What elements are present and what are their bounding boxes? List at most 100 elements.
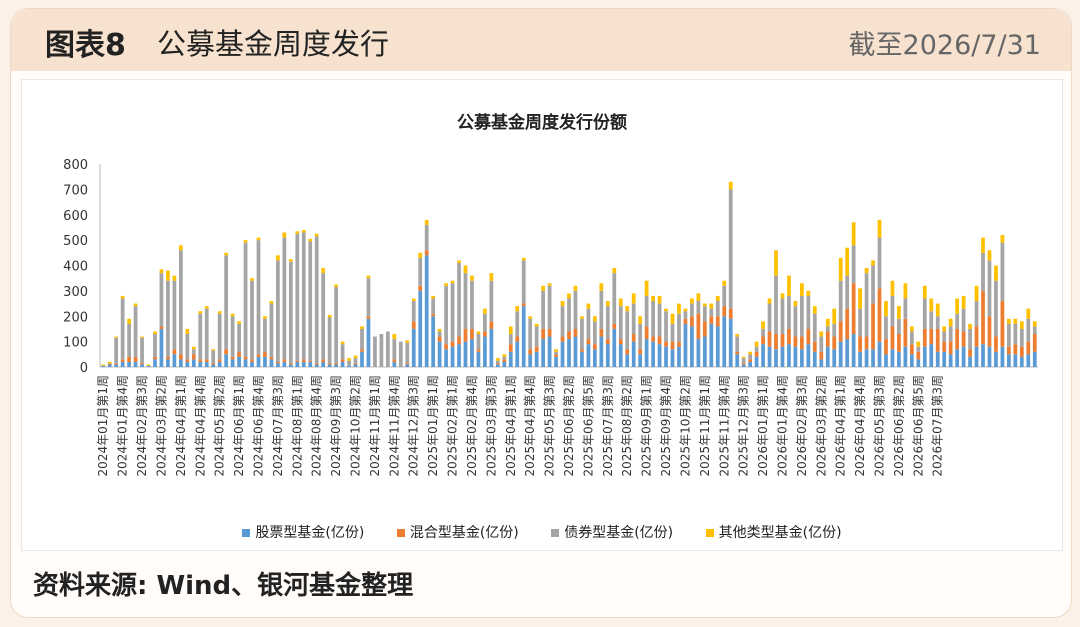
bar-segment: [955, 328, 960, 350]
x-tick-label: 2026年06月第5周: [911, 375, 925, 476]
x-tick-label: 2026年02月第3周: [795, 375, 809, 476]
bar-segment: [528, 349, 533, 355]
bar-segment: [198, 311, 203, 314]
bar-segment: [696, 293, 701, 302]
bar-segment: [515, 311, 520, 337]
x-tick-label: 2024年06月第1周: [232, 375, 246, 476]
bar-segment: [411, 321, 416, 329]
bar-segment: [774, 275, 778, 335]
bar-segment: [366, 278, 371, 317]
bar-segment: [250, 359, 254, 362]
bar-segment: [774, 349, 778, 367]
bar-segment: [890, 295, 895, 327]
legend-item-stock: 股票型基金(亿份): [242, 522, 364, 542]
bar-segment: [418, 257, 423, 286]
bar-segment: [495, 363, 500, 365]
bar-segment: [961, 346, 966, 367]
bar-segment: [651, 341, 655, 368]
bar-segment: [922, 285, 927, 299]
bar-segment: [360, 328, 364, 350]
bar-segment: [276, 361, 280, 364]
bar-segment: [424, 255, 429, 367]
x-tick-label: 2024年07月第3周: [271, 375, 285, 476]
bar-segment: [909, 344, 914, 355]
bar-segment: [683, 318, 688, 324]
bar-segment: [871, 303, 875, 350]
bar-segment: [638, 354, 643, 367]
bar-segment: [638, 316, 643, 324]
bar-segment: [664, 311, 668, 342]
bar-segment: [715, 326, 720, 367]
bar-segment: [735, 336, 740, 352]
bar-segment: [806, 295, 811, 329]
bar-segment: [463, 341, 468, 368]
bar-segment: [812, 313, 817, 342]
bar-segment: [107, 364, 112, 367]
bar-segment: [172, 275, 177, 281]
figure-number: 图表8: [45, 28, 126, 63]
bar-segment: [301, 359, 306, 362]
legend-swatch-stock: [242, 529, 251, 537]
bar-segment: [1032, 334, 1037, 352]
bar-segment: [353, 358, 358, 364]
bar-segment: [489, 280, 494, 322]
bar-segment: [994, 265, 998, 281]
x-tick-label: 2025年11月第4周: [717, 375, 731, 476]
bar-segment: [974, 326, 979, 347]
bar-segment: [812, 306, 817, 314]
bar-segment: [599, 328, 604, 337]
x-tick-label: 2024年12月第3周: [407, 375, 421, 476]
bar-segment: [981, 237, 985, 253]
bar-segment: [903, 298, 908, 319]
bar-segment: [858, 351, 862, 367]
bar-segment: [159, 326, 164, 329]
bar-segment: [728, 181, 733, 190]
bar-segment: [528, 354, 533, 367]
bar-segment: [884, 316, 888, 340]
bar-segment: [567, 298, 571, 332]
bar-segment: [204, 308, 209, 360]
bar-segment: [405, 364, 410, 367]
bar-segment: [968, 323, 972, 329]
bar-segment: [269, 303, 274, 357]
bar-segment: [340, 341, 345, 345]
bar-segment: [709, 303, 714, 309]
bar-segment: [696, 339, 701, 367]
bar-segment: [838, 280, 843, 322]
bar-segment: [618, 298, 623, 307]
bar-segment: [793, 306, 798, 337]
bar-segment: [948, 341, 953, 355]
bar-segment: [858, 308, 862, 337]
bar-segment: [670, 349, 675, 367]
bar-segment: [282, 232, 287, 238]
bar-segment: [191, 346, 196, 350]
bar-segment: [903, 318, 908, 347]
bar-segment: [250, 280, 254, 360]
bar-segment: [314, 236, 319, 364]
bar-segment: [418, 290, 423, 368]
bar-segment: [1013, 344, 1018, 355]
bar-segment: [560, 301, 565, 307]
bar-segment: [541, 339, 545, 367]
bar-segment: [166, 359, 170, 367]
x-tick-label: 2026年04月第1周: [834, 375, 848, 476]
bar-segment: [573, 290, 578, 329]
bar-segment: [864, 336, 869, 350]
bar-segment: [385, 331, 390, 367]
bar-segment: [237, 351, 241, 357]
bar-segment: [276, 363, 280, 367]
bar-segment: [618, 306, 623, 340]
bar-segment: [133, 361, 138, 367]
x-tick-label: 2024年03月第2周: [154, 375, 168, 476]
bar-segment: [968, 349, 972, 357]
bar-segment: [107, 361, 112, 364]
bar-segment: [748, 351, 753, 355]
bar-segment: [463, 328, 468, 342]
bar-segment: [644, 339, 649, 367]
bar-segment: [198, 361, 203, 367]
x-tick-label: 2025年06月第5周: [581, 375, 595, 476]
bar-segment: [457, 336, 461, 345]
bar-segment: [347, 358, 351, 361]
bar-segment: [379, 334, 384, 367]
bar-segment: [450, 283, 455, 342]
